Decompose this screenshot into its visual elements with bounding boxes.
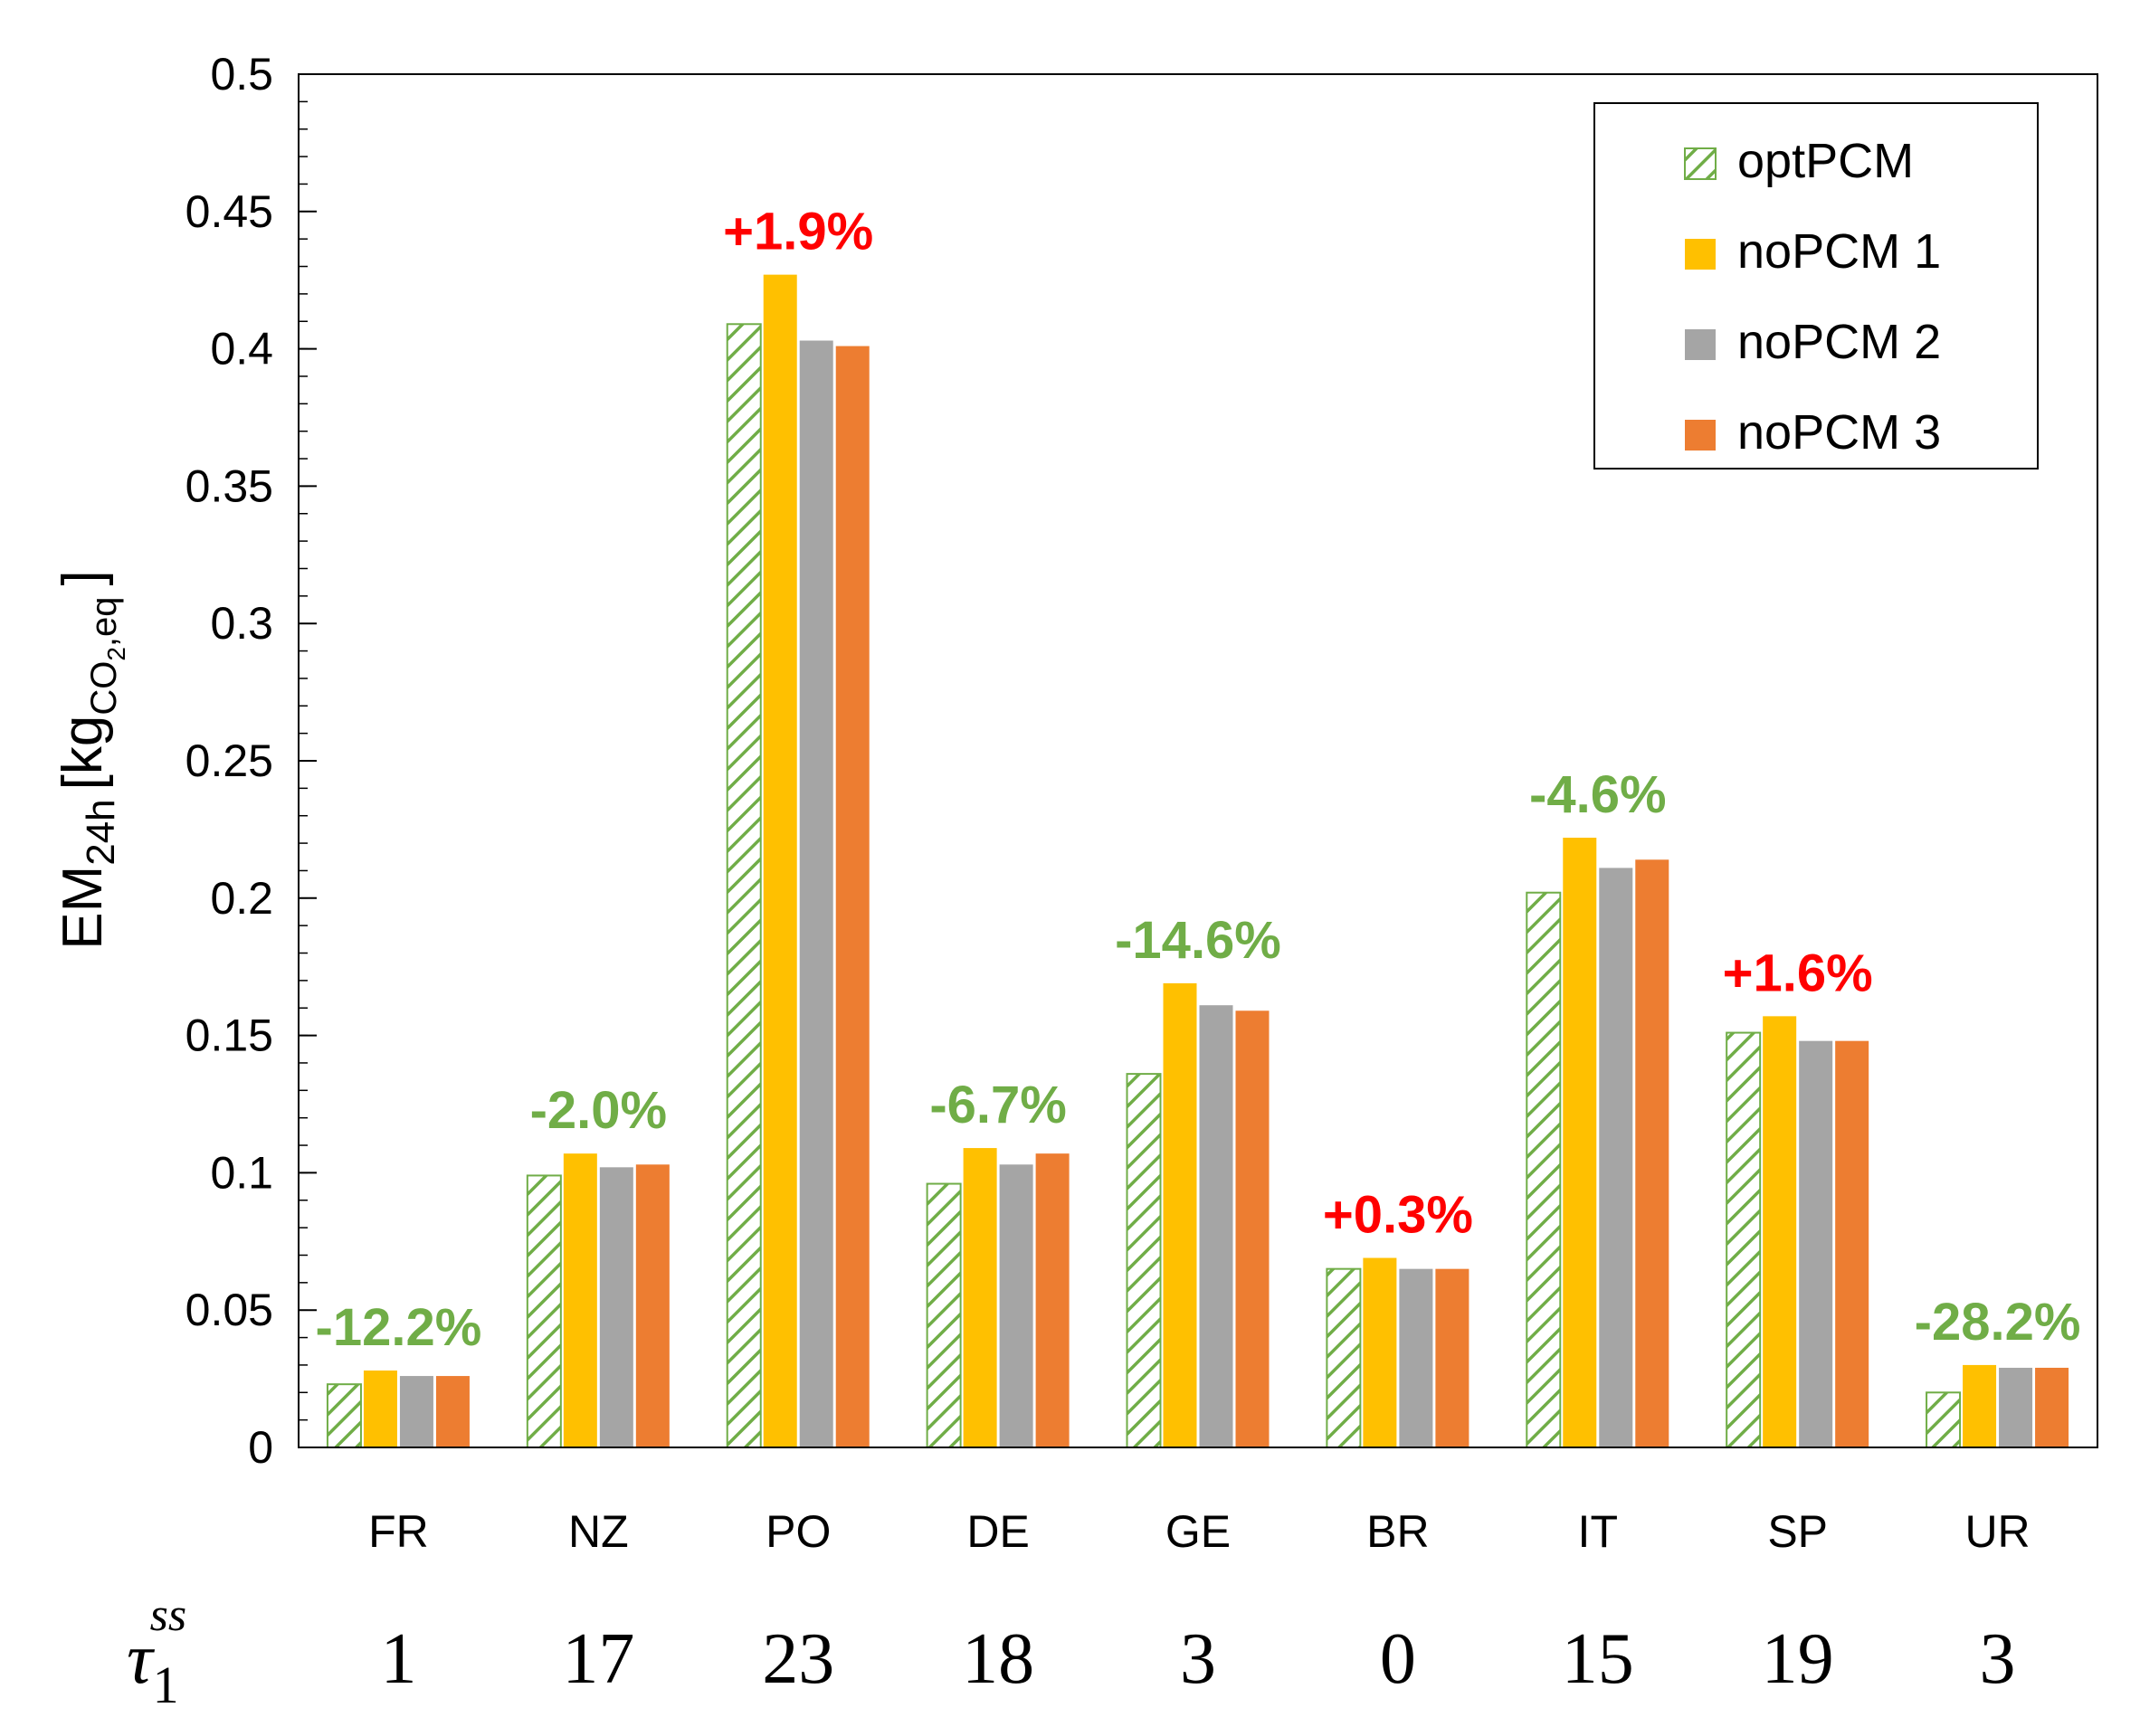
bar-nz-optpcm [526,1174,562,1449]
bar-po-nopcm-1 [763,274,797,1448]
annotation-ur: -28.2% [1915,1293,2081,1352]
bar-br-nopcm-2 [1399,1268,1433,1447]
y-tick-label: 0.1 [210,1147,273,1198]
bar-sp-nopcm-2 [1799,1040,1833,1447]
y-label-unit: [kg [52,716,114,791]
tau-subscript: 1 [153,1655,179,1714]
y-tick-label: 0.5 [210,49,273,100]
x-tick-label-po: PO [766,1506,831,1557]
bar-ur-optpcm [1926,1391,1962,1449]
legend-label-nopcm-2: noPCM 2 [1737,315,1941,369]
y-label-unit-sub: CO [84,661,124,716]
x-tick-label-nz: NZ [568,1506,629,1557]
bar-nz-nopcm-2 [599,1167,633,1447]
tau-value-po: 23 [762,1619,834,1699]
annotation-sp: +1.6% [1723,944,1873,1002]
legend-label-nopcm-3: noPCM 3 [1737,405,1941,460]
legend-label-optpcm: optPCM [1737,134,1914,188]
y-tick-label: 0.35 [185,460,273,511]
tau-row-label: τ1ss [127,1589,186,1714]
y-label-unit-sub-rest: ,eq [84,596,124,647]
y-axis-label: EM24h[kgCO2,eq] [52,570,130,950]
bar-br-nopcm-3 [1435,1268,1469,1447]
bar-it-nopcm-2 [1599,868,1633,1447]
annotation-fr: -12.2% [316,1298,482,1357]
annotation-po: +1.9% [723,203,873,261]
x-tick-label-br: BR [1366,1506,1429,1557]
legend-swatch-nopcm-1 [1685,239,1716,270]
tau-value-sp: 19 [1762,1619,1834,1699]
legend-box [1593,102,2039,470]
bar-po-optpcm [726,323,762,1448]
bar-de-nopcm-3 [1035,1153,1070,1447]
bar-po-nopcm-3 [835,346,870,1448]
bar-ur-nopcm-2 [1999,1367,2033,1447]
y-tick-label: 0.25 [185,735,273,786]
x-tick-label-it: IT [1578,1506,1618,1557]
bar-nz-nopcm-1 [563,1153,597,1447]
x-tick-label-ge: GE [1165,1506,1231,1557]
bar-it-nopcm-3 [1635,859,1669,1447]
bar-br-optpcm [1326,1267,1362,1449]
bar-nz-nopcm-3 [635,1164,670,1447]
legend-swatch-optpcm [1684,147,1717,180]
tau-value-it: 15 [1562,1619,1634,1699]
annotation-br: +0.3% [1323,1186,1473,1245]
bar-it-optpcm [1526,891,1562,1448]
bar-ge-optpcm [1126,1073,1162,1448]
bar-fr-nopcm-2 [399,1376,433,1447]
legend-swatch-nopcm-2 [1685,329,1716,360]
y-label-unit-close: ] [52,570,114,585]
bar-ge-nopcm-2 [1199,1005,1233,1447]
legend-swatch-nopcm-3 [1685,420,1716,451]
bar-sp-nopcm-1 [1763,1016,1797,1447]
y-tick-label: 0.3 [210,598,273,649]
bar-fr-nopcm-3 [435,1376,470,1447]
bar-it-nopcm-1 [1563,838,1597,1447]
y-label-sub: 24h [79,799,123,865]
bar-sp-nopcm-3 [1835,1040,1869,1447]
bar-ge-nopcm-1 [1163,982,1197,1447]
annotation-it: -4.6% [1529,765,1667,824]
y-tick-label: 0.4 [210,324,273,375]
text-layer: 0 0.05 0.1 0.15 0.2 0.25 0.3 0.35 0.4 0.45 0.5 FR 1 N… [52,49,2080,1714]
annotation-de: -6.7% [929,1076,1067,1134]
tau-superscript: ss [150,1589,186,1641]
bar-po-nopcm-2 [799,340,833,1448]
y-tick-label: 0 [248,1422,273,1473]
bar-de-nopcm-2 [999,1164,1033,1447]
bar-fr-optpcm [326,1383,362,1448]
axes-layer [298,73,2098,1448]
x-tick-label-sp: SP [1767,1506,1828,1557]
legend: optPCM noPCM 1 noPCM 2 noPCM 3 [1593,102,2039,470]
y-tick-label: 0.2 [210,873,273,924]
legend-label-nopcm-1: noPCM 1 [1737,224,1941,279]
tau-value-de: 18 [962,1619,1034,1699]
y-tick-label: 0.05 [185,1285,273,1335]
annotation-nz: -2.0% [530,1081,668,1140]
x-tick-label-de: DE [966,1506,1029,1557]
y-tick-label: 0.45 [185,186,273,237]
x-tick-label-fr: FR [368,1506,429,1557]
annotation-ge: -14.6% [1115,911,1281,970]
y-label-unit-sub2: 2 [102,647,130,661]
tau-value-br: 0 [1380,1619,1416,1699]
bar-de-optpcm [926,1182,962,1448]
bar-sp-optpcm [1726,1031,1762,1448]
tau-value-ur: 3 [1980,1619,2016,1699]
y-tick-label: 0.15 [185,1010,273,1061]
bar-ur-nopcm-1 [1963,1364,1997,1447]
tau-value-nz: 17 [562,1619,634,1699]
tau-value-fr: 1 [380,1619,416,1699]
tau-value-ge: 3 [1180,1619,1216,1699]
bar-fr-nopcm-1 [363,1370,397,1447]
bar-ur-nopcm-3 [2035,1367,2069,1447]
x-tick-label-ur: UR [1964,1506,2030,1557]
bar-de-nopcm-1 [963,1148,997,1447]
bar-br-nopcm-1 [1363,1257,1397,1447]
bar-ge-nopcm-3 [1235,1010,1270,1447]
bars-layer [326,274,2069,1449]
